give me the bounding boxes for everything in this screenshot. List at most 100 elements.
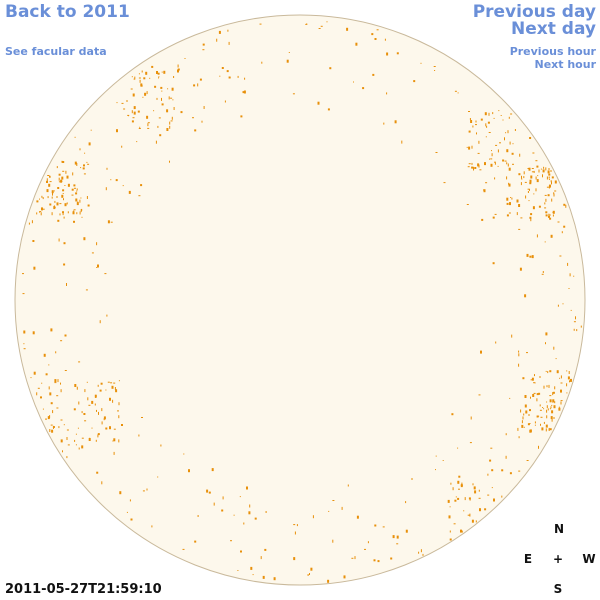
facula: [254, 517, 257, 520]
facula: [32, 331, 35, 335]
facula: [472, 483, 474, 486]
facula: [506, 214, 509, 217]
facula: [509, 202, 511, 206]
facula: [91, 400, 94, 404]
facula: [478, 140, 480, 144]
back-link[interactable]: Back to 2011: [5, 2, 130, 22]
facula: [250, 566, 253, 570]
facula: [106, 167, 108, 170]
facula: [497, 165, 499, 167]
facula: [488, 132, 491, 133]
facula: [435, 455, 437, 457]
facula: [96, 267, 98, 268]
facula: [545, 211, 548, 214]
facula: [559, 255, 562, 257]
facula: [227, 29, 229, 32]
facula: [509, 397, 511, 399]
facula: [552, 214, 554, 217]
next-hour-link[interactable]: Next hour: [534, 58, 597, 71]
facula: [47, 416, 50, 420]
facula: [533, 392, 536, 394]
facula: [518, 228, 521, 230]
facula: [128, 190, 131, 194]
facula: [376, 29, 379, 31]
facula: [51, 429, 54, 433]
facula: [487, 494, 490, 496]
facula: [488, 112, 490, 116]
facula: [161, 90, 163, 92]
facula: [111, 385, 114, 389]
facula: [122, 185, 124, 187]
facula: [542, 407, 544, 408]
facula: [451, 413, 454, 416]
next-day-link[interactable]: Next day: [511, 19, 596, 39]
facula: [550, 416, 553, 420]
facula: [530, 379, 533, 381]
facula: [56, 196, 58, 198]
facula: [390, 557, 393, 560]
facula: [518, 363, 520, 367]
facula: [553, 417, 555, 419]
facula: [531, 377, 534, 381]
facula: [543, 385, 545, 389]
facula: [506, 197, 509, 201]
facula: [548, 173, 551, 176]
facula: [293, 524, 296, 526]
prev-day-link[interactable]: Previous day: [472, 2, 596, 22]
facula: [202, 49, 205, 51]
facula: [170, 97, 173, 99]
facula: [133, 111, 136, 115]
facula: [532, 152, 535, 154]
facula: [457, 480, 460, 484]
facula: [156, 97, 158, 100]
facula: [81, 437, 84, 439]
facula: [126, 100, 128, 102]
facula: [499, 142, 501, 144]
facula: [221, 509, 224, 512]
facula: [37, 387, 40, 389]
facula: [64, 370, 67, 371]
facula: [49, 203, 52, 206]
facula: [80, 197, 82, 199]
facula: [228, 41, 230, 45]
facula: [119, 491, 122, 495]
facula: [471, 145, 473, 149]
facula: [72, 211, 75, 215]
facula: [449, 506, 451, 508]
facula: [143, 77, 146, 80]
prev-hour-link[interactable]: Previous hour: [509, 45, 596, 58]
facula: [347, 484, 349, 487]
facula: [145, 71, 148, 75]
facula: [292, 93, 295, 95]
facula: [442, 460, 444, 461]
facula: [146, 91, 148, 95]
facula: [548, 176, 550, 179]
facula: [23, 330, 26, 334]
facula: [76, 190, 78, 192]
facula: [107, 381, 110, 383]
facula: [551, 181, 552, 185]
facula: [493, 117, 495, 119]
facula: [121, 102, 124, 104]
facula: [521, 420, 523, 424]
facula: [74, 384, 77, 387]
facula: [60, 439, 63, 443]
facula: [72, 172, 74, 176]
facula: [543, 421, 545, 424]
facula: [104, 273, 107, 275]
facula: [146, 115, 149, 119]
facular-link[interactable]: See facular data: [5, 45, 107, 58]
compass-north: N: [553, 522, 565, 536]
facula: [534, 421, 536, 424]
facula: [506, 176, 508, 180]
facula: [545, 428, 547, 432]
facula: [542, 169, 545, 173]
facula: [118, 380, 120, 382]
facula: [538, 392, 541, 395]
facula: [529, 409, 531, 412]
facula: [573, 328, 575, 331]
facula: [354, 556, 356, 560]
facula: [517, 427, 519, 431]
facula: [57, 187, 60, 189]
facula: [477, 152, 480, 154]
